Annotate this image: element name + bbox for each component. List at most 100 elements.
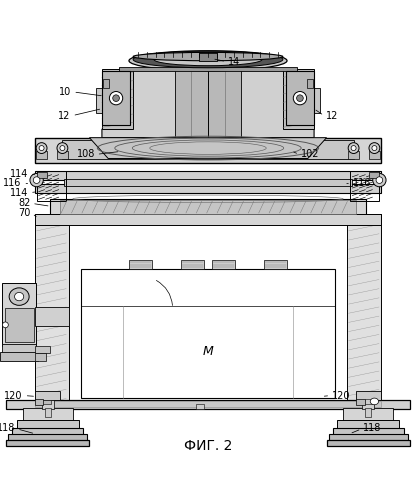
Ellipse shape bbox=[154, 53, 262, 66]
Text: 102: 102 bbox=[301, 150, 319, 160]
Bar bbox=[347, 214, 381, 409]
Ellipse shape bbox=[297, 95, 303, 102]
Bar bbox=[348, 151, 359, 160]
Bar bbox=[286, 71, 314, 125]
Bar bbox=[35, 214, 381, 224]
Bar bbox=[35, 399, 43, 405]
Text: 118: 118 bbox=[363, 422, 381, 432]
Bar bbox=[96, 88, 103, 112]
Bar bbox=[35, 138, 381, 162]
Bar bbox=[43, 400, 51, 404]
Bar bbox=[8, 434, 87, 440]
Bar bbox=[35, 307, 69, 326]
Ellipse shape bbox=[348, 142, 359, 154]
Bar bbox=[12, 428, 83, 435]
Bar bbox=[356, 399, 365, 405]
Bar bbox=[365, 408, 371, 417]
Bar bbox=[103, 80, 109, 88]
Bar bbox=[313, 88, 320, 112]
Bar bbox=[23, 408, 73, 420]
Bar bbox=[343, 408, 393, 420]
Ellipse shape bbox=[133, 51, 283, 68]
Bar bbox=[36, 151, 47, 160]
Ellipse shape bbox=[2, 322, 8, 328]
Text: 116: 116 bbox=[3, 178, 22, 188]
Bar bbox=[35, 214, 69, 409]
Text: 118: 118 bbox=[0, 422, 15, 432]
Ellipse shape bbox=[372, 146, 377, 150]
Ellipse shape bbox=[351, 146, 356, 150]
Bar bbox=[369, 172, 379, 178]
Ellipse shape bbox=[370, 398, 379, 405]
Bar bbox=[264, 260, 287, 268]
Ellipse shape bbox=[57, 142, 68, 154]
Bar bbox=[57, 151, 68, 160]
Ellipse shape bbox=[60, 146, 65, 150]
Bar bbox=[35, 390, 60, 400]
Bar bbox=[350, 170, 379, 201]
Text: 120: 120 bbox=[332, 390, 350, 400]
Ellipse shape bbox=[30, 174, 43, 187]
Ellipse shape bbox=[113, 95, 119, 102]
Bar bbox=[333, 428, 404, 435]
Ellipse shape bbox=[373, 174, 386, 187]
Ellipse shape bbox=[129, 50, 287, 70]
Ellipse shape bbox=[33, 177, 40, 184]
Bar bbox=[307, 80, 313, 88]
Text: 14: 14 bbox=[228, 56, 240, 66]
Bar bbox=[64, 180, 352, 186]
Bar bbox=[81, 268, 335, 398]
Bar bbox=[327, 440, 410, 446]
Ellipse shape bbox=[9, 288, 29, 306]
Ellipse shape bbox=[15, 292, 24, 301]
Bar bbox=[42, 398, 54, 409]
Bar bbox=[35, 402, 381, 407]
Bar bbox=[181, 260, 204, 268]
Text: 70: 70 bbox=[18, 208, 30, 218]
Ellipse shape bbox=[133, 52, 283, 60]
Bar bbox=[362, 398, 374, 409]
Bar bbox=[0, 352, 38, 362]
Text: 10: 10 bbox=[59, 87, 72, 97]
Bar bbox=[45, 408, 51, 417]
Bar bbox=[17, 420, 79, 428]
Bar bbox=[35, 171, 381, 180]
Polygon shape bbox=[89, 138, 327, 158]
Text: 82: 82 bbox=[18, 198, 30, 208]
Bar bbox=[196, 404, 204, 409]
Ellipse shape bbox=[376, 177, 383, 184]
Bar bbox=[129, 260, 152, 268]
Text: 108: 108 bbox=[77, 150, 95, 160]
Bar bbox=[35, 346, 50, 353]
Bar bbox=[37, 170, 66, 201]
Bar bbox=[6, 440, 89, 446]
Bar bbox=[329, 434, 408, 440]
Bar bbox=[283, 69, 314, 130]
Bar bbox=[102, 71, 130, 125]
Bar bbox=[5, 308, 34, 342]
Bar bbox=[62, 140, 354, 160]
Polygon shape bbox=[102, 69, 314, 138]
Bar bbox=[337, 420, 399, 428]
Bar bbox=[6, 400, 410, 409]
Text: 12: 12 bbox=[58, 110, 71, 120]
Text: 116: 116 bbox=[353, 178, 371, 188]
Bar bbox=[50, 199, 366, 216]
Ellipse shape bbox=[369, 142, 380, 154]
Bar bbox=[35, 353, 46, 362]
Bar bbox=[119, 67, 297, 71]
Ellipse shape bbox=[109, 92, 123, 105]
Bar bbox=[199, 53, 217, 60]
Bar bbox=[37, 172, 47, 178]
Ellipse shape bbox=[293, 92, 307, 105]
Ellipse shape bbox=[36, 142, 47, 154]
Text: 114: 114 bbox=[10, 170, 28, 179]
Text: 114: 114 bbox=[10, 188, 28, 198]
Bar bbox=[2, 284, 36, 346]
Text: ФИГ. 2: ФИГ. 2 bbox=[184, 439, 232, 453]
Ellipse shape bbox=[39, 146, 44, 150]
Bar bbox=[212, 260, 235, 268]
Bar bbox=[365, 399, 373, 404]
Text: 12: 12 bbox=[326, 110, 338, 120]
Text: 120: 120 bbox=[5, 390, 23, 400]
